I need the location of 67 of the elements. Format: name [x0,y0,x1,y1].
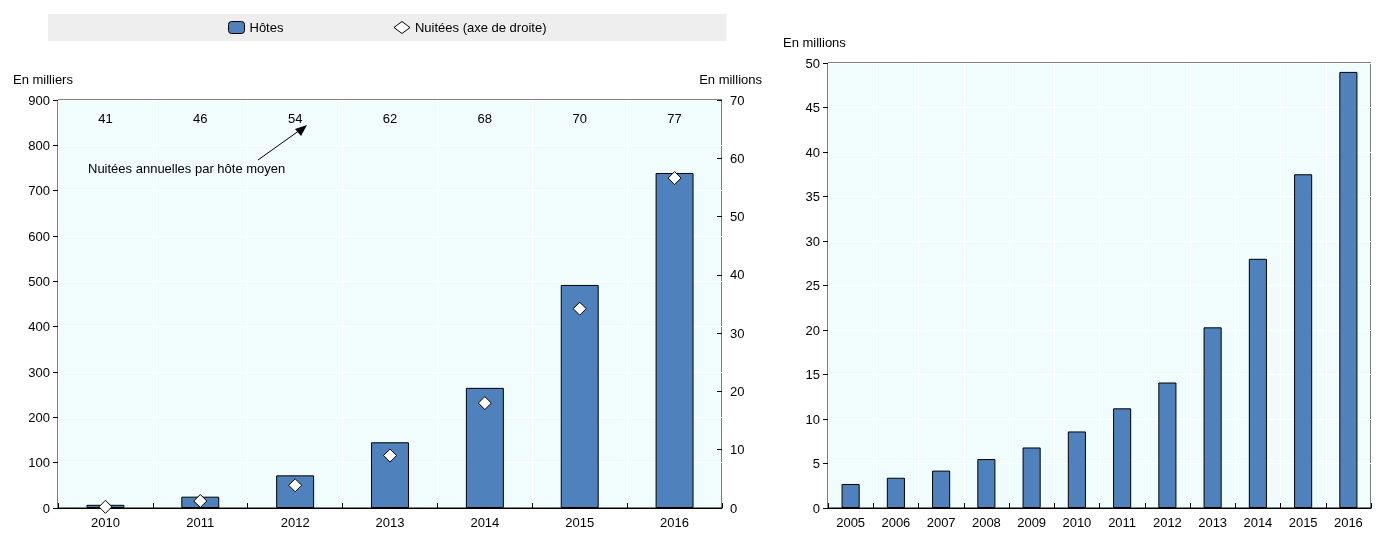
y-tick-label: 0 [42,500,50,516]
point [383,448,397,463]
y2-tick-label: 70 [730,92,745,108]
annotation: Nuitées annuelles par hôte moyen [88,161,286,176]
y-tick-label: 400 [28,319,50,335]
x-tick-label: 2013 [375,515,405,530]
annotation: 54 [287,110,303,126]
y-tick-label: 15 [805,367,820,382]
x-tick-label: 2005 [836,515,866,530]
y2-tick-label: 0 [730,500,738,516]
y2-tick-label: 10 [730,442,745,458]
y-axis-title: En millions [783,35,847,50]
y-tick-label: 25 [805,278,820,293]
y-tick-label: 40 [805,144,820,160]
y-tick-label: 700 [28,183,50,199]
y-tick-label: 600 [28,228,50,244]
x-tick-label: 2013 [1198,515,1228,530]
x-tick-label: 2016 [1333,515,1363,530]
y2-tick-label: 50 [730,209,745,225]
y-tick-label: 35 [805,189,820,204]
y2-tick-label: 40 [730,267,745,283]
x-tick-label: 2014 [470,515,500,530]
y2-tick-label: 60 [730,150,745,166]
point [477,396,492,411]
annotation: 62 [382,110,398,126]
x-tick-label: 2007 [926,515,956,530]
y-tick-label: 800 [28,137,50,153]
y2-axis-title: En millions [699,72,763,87]
x-tick-label: 2009 [1017,515,1047,530]
annotation: 70 [572,110,587,126]
y-tick-label: 200 [28,409,50,425]
point [667,171,682,186]
y2-tick-label: 20 [730,383,745,399]
x-tick-label: 2016 [660,515,690,530]
y-tick-label: 300 [28,364,50,380]
annotation: 41 [98,110,113,126]
y2-tick-label: 30 [730,325,745,341]
annotation: 77 [667,110,682,126]
legend-label: Nuitées (axe de droite) [414,20,547,35]
y-tick-label: 10 [805,411,820,427]
x-tick-label: 2010 [90,515,120,530]
point [572,301,587,316]
x-tick-label: 2011 [1108,515,1137,530]
y-tick-label: 0 [812,500,820,516]
y-tick-label: 5 [812,456,820,471]
annotation: 46 [193,110,208,126]
annotation: 68 [477,110,493,126]
y-tick-label: 30 [805,233,820,249]
y-tick-label: 900 [28,92,50,108]
point [98,499,113,514]
y-tick-label: 20 [805,322,820,338]
legend-label: Hôtes [249,20,284,35]
x-tick-label: 2014 [1243,515,1273,530]
x-tick-label: 2012 [280,515,310,530]
x-tick-label: 2011 [186,515,215,530]
x-tick-label: 2008 [971,515,1001,530]
point [193,494,208,509]
x-tick-label: 2006 [881,515,911,530]
y-tick-label: 100 [28,455,50,471]
x-tick-label: 2015 [1288,515,1318,530]
y-axis-title: En milliers [13,72,74,87]
x-tick-label: 2015 [565,515,595,530]
y-tick-label: 45 [805,100,820,115]
x-tick-label: 2012 [1152,515,1182,530]
y-tick-label: 50 [805,55,820,71]
x-tick-label: 2010 [1062,515,1092,530]
y-tick-label: 500 [28,273,50,289]
